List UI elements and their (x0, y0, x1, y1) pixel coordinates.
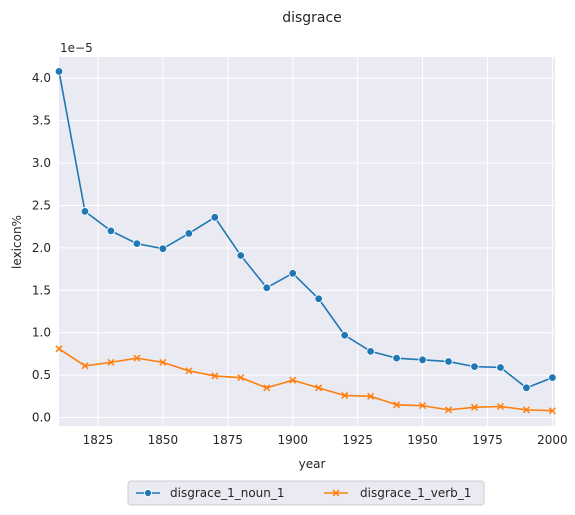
data-point (81, 362, 89, 370)
series-line-0 (58, 71, 553, 389)
y-tick-label: 1.5 (32, 283, 51, 297)
data-point (262, 283, 271, 292)
y-offset-label: 1e−5 (60, 41, 93, 55)
data-point (107, 358, 115, 366)
data-point (211, 372, 219, 380)
data-point (185, 367, 193, 375)
series-0 (54, 67, 557, 393)
data-point (522, 406, 530, 414)
data-point (341, 391, 349, 399)
data-point (548, 373, 557, 382)
x-axis-label: year (299, 457, 326, 471)
data-point (367, 392, 375, 400)
legend-label-noun: disgrace_1_noun_1 (170, 486, 285, 500)
series-line-1 (58, 348, 553, 412)
data-point (393, 401, 401, 409)
y-tick-label: 0.5 (32, 368, 51, 382)
data-point (236, 251, 245, 260)
data-point (289, 376, 297, 384)
data-point (496, 363, 505, 372)
data-point (158, 244, 168, 253)
chart-title: disgrace (282, 10, 342, 26)
data-point (288, 269, 297, 278)
data-point (366, 347, 375, 356)
y-tick-label: 0.0 (32, 411, 51, 425)
y-tick-label: 4.0 (32, 71, 51, 85)
x-tick-label: 1900 (277, 433, 308, 447)
x-tick-label: 1950 (407, 433, 438, 447)
x-tick-label: 1850 (148, 433, 179, 447)
x-tick-label: 1925 (342, 433, 373, 447)
y-tick-label: 2.5 (32, 198, 51, 212)
x-tick-label: 2000 (537, 433, 568, 447)
legend-noun-marker (144, 489, 152, 497)
series-1 (55, 345, 556, 415)
legend: disgrace_1_noun_1 disgrace_1_verb_1 (127, 480, 485, 506)
y-tick-label: 3.0 (32, 156, 51, 170)
data-point (548, 407, 556, 415)
data-point (132, 239, 142, 248)
data-point (470, 362, 479, 371)
y-tick-label: 3.5 (32, 114, 51, 128)
data-point (340, 331, 349, 340)
data-point (522, 383, 531, 393)
legend-verb-marker (332, 489, 340, 497)
data-point (106, 226, 116, 236)
data-point (418, 355, 427, 365)
data-point (54, 67, 64, 76)
data-point (496, 402, 504, 411)
x-tick-labels: 1825 1850 1875 1900 1925 1950 1975 2000 (83, 433, 568, 447)
data-point (263, 384, 271, 392)
y-tick-label: 1.0 (32, 326, 51, 340)
data-point (55, 345, 63, 353)
y-axis-label: lexicon% (10, 215, 24, 269)
data-point (133, 354, 141, 362)
data-point (392, 353, 401, 363)
data-point (237, 374, 245, 382)
legend-label-verb: disgrace_1_verb_1 (360, 486, 471, 500)
data-point (159, 358, 167, 366)
data-point (444, 406, 453, 414)
data-point (210, 213, 220, 222)
data-point (80, 207, 90, 216)
data-point (314, 294, 323, 303)
data-point (470, 403, 479, 411)
data-point (184, 229, 194, 238)
legend-box (127, 480, 485, 506)
data-point (444, 357, 453, 366)
data-point (419, 402, 427, 410)
x-tick-label: 1975 (472, 433, 503, 447)
grid-lines (59, 57, 555, 426)
y-tick-label: 2.0 (32, 241, 51, 255)
x-tick-label: 1825 (83, 433, 114, 447)
data-point (315, 384, 323, 392)
y-tick-labels: 0.0 0.5 1.0 1.5 2.0 2.5 3.0 3.5 4.0 (32, 71, 51, 424)
x-tick-label: 1875 (213, 433, 244, 447)
series-layer (54, 67, 557, 415)
